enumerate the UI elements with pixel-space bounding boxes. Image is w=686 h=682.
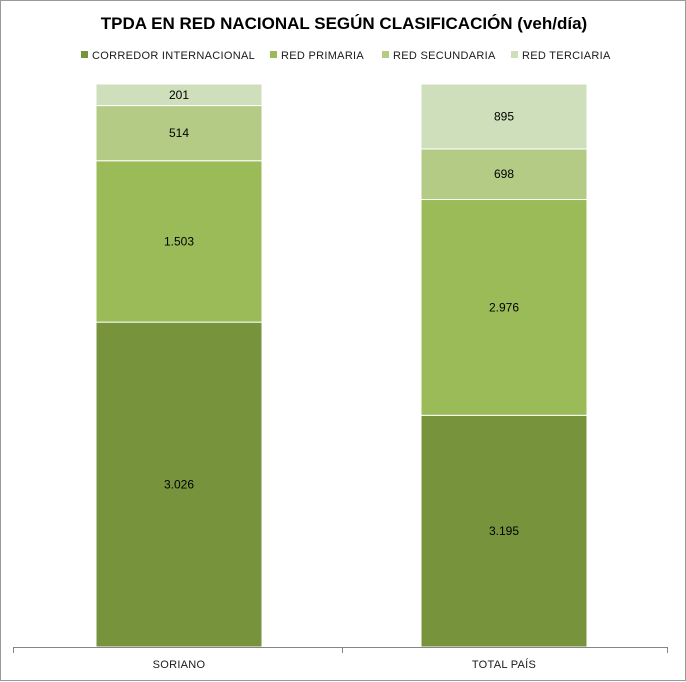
legend-swatch	[382, 51, 389, 58]
bar-segment	[95, 83, 263, 107]
bar-segment	[95, 321, 263, 648]
data-label: 514	[169, 126, 189, 140]
bar-segment	[95, 160, 263, 323]
legend-swatch	[511, 51, 518, 58]
legend-swatch	[270, 51, 277, 58]
data-label: 895	[494, 109, 514, 123]
data-label: 3.026	[164, 478, 194, 492]
bar-segment	[420, 414, 588, 648]
legend-label: RED PRIMARIA	[281, 50, 364, 62]
plot-area: 3.026 1.503 514 201 3.195 2.976 698 895	[95, 83, 588, 648]
data-label: 698	[494, 167, 514, 181]
category-label: TOTAL PAÍS	[472, 658, 536, 671]
category-axis: SORIANO TOTAL PAÍS	[13, 647, 668, 671]
legend-label: CORREDOR INTERNACIONAL	[92, 50, 255, 62]
bar-segment	[420, 148, 588, 201]
bar-segment	[420, 83, 588, 150]
data-label: 1.503	[164, 234, 194, 248]
legend-swatch	[81, 51, 88, 58]
legend-label: RED TERCIARIA	[522, 50, 611, 62]
bar-segment	[420, 199, 588, 416]
chart-title: TPDA EN RED NACIONAL SEGÚN CLASIFICACIÓN…	[101, 14, 587, 33]
data-label: 2.976	[489, 300, 519, 314]
legend-label: RED SECUNDARIA	[393, 50, 496, 62]
data-label: 201	[169, 88, 189, 102]
legend: CORREDOR INTERNACIONAL RED PRIMARIA RED SE…	[81, 50, 611, 62]
category-label: SORIANO	[153, 659, 206, 671]
data-label: 3.195	[489, 524, 519, 538]
